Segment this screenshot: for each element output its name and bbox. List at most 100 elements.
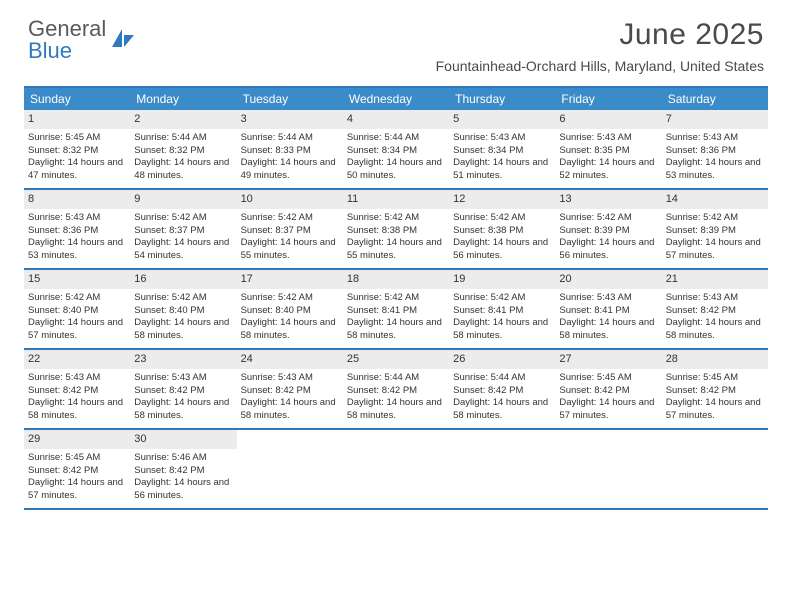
sunset-line: Sunset: 8:42 PM <box>666 305 764 318</box>
sunset-line: Sunset: 8:36 PM <box>28 225 126 238</box>
day-number: 13 <box>555 190 661 209</box>
sunset-line: Sunset: 8:32 PM <box>134 145 232 158</box>
day-number: 22 <box>24 350 130 369</box>
day-cell: 18Sunrise: 5:42 AMSunset: 8:41 PMDayligh… <box>343 270 449 348</box>
sunrise-line: Sunrise: 5:42 AM <box>347 212 445 225</box>
sunrise-line: Sunrise: 5:42 AM <box>241 292 339 305</box>
day-body: Sunrise: 5:43 AMSunset: 8:41 PMDaylight:… <box>555 289 661 347</box>
day-cell: 7Sunrise: 5:43 AMSunset: 8:36 PMDaylight… <box>662 110 768 188</box>
day-cell: 20Sunrise: 5:43 AMSunset: 8:41 PMDayligh… <box>555 270 661 348</box>
sunrise-line: Sunrise: 5:42 AM <box>134 292 232 305</box>
day-cell: 28Sunrise: 5:45 AMSunset: 8:42 PMDayligh… <box>662 350 768 428</box>
day-header: Saturday <box>662 88 768 110</box>
sunset-line: Sunset: 8:40 PM <box>134 305 232 318</box>
day-body: Sunrise: 5:42 AMSunset: 8:37 PMDaylight:… <box>237 209 343 267</box>
day-body: Sunrise: 5:42 AMSunset: 8:39 PMDaylight:… <box>662 209 768 267</box>
sunset-line: Sunset: 8:38 PM <box>347 225 445 238</box>
day-number: 2 <box>130 110 236 129</box>
day-number: 26 <box>449 350 555 369</box>
day-cell: 19Sunrise: 5:42 AMSunset: 8:41 PMDayligh… <box>449 270 555 348</box>
daylight-line: Daylight: 14 hours and 49 minutes. <box>241 157 339 183</box>
day-cell <box>343 430 449 508</box>
day-body: Sunrise: 5:46 AMSunset: 8:42 PMDaylight:… <box>130 449 236 507</box>
daylight-line: Daylight: 14 hours and 53 minutes. <box>28 237 126 263</box>
sunrise-line: Sunrise: 5:43 AM <box>666 132 764 145</box>
sunrise-line: Sunrise: 5:43 AM <box>666 292 764 305</box>
day-body: Sunrise: 5:43 AMSunset: 8:36 PMDaylight:… <box>662 129 768 187</box>
sunset-line: Sunset: 8:41 PM <box>347 305 445 318</box>
day-cell: 6Sunrise: 5:43 AMSunset: 8:35 PMDaylight… <box>555 110 661 188</box>
day-number: 12 <box>449 190 555 209</box>
day-number: 16 <box>130 270 236 289</box>
sunrise-line: Sunrise: 5:42 AM <box>453 292 551 305</box>
daylight-line: Daylight: 14 hours and 58 minutes. <box>559 317 657 343</box>
day-number: 1 <box>24 110 130 129</box>
day-number: 14 <box>662 190 768 209</box>
day-cell: 25Sunrise: 5:44 AMSunset: 8:42 PMDayligh… <box>343 350 449 428</box>
daylight-line: Daylight: 14 hours and 56 minutes. <box>134 477 232 503</box>
day-body: Sunrise: 5:45 AMSunset: 8:42 PMDaylight:… <box>24 449 130 507</box>
day-header: Wednesday <box>343 88 449 110</box>
sunrise-line: Sunrise: 5:44 AM <box>347 372 445 385</box>
day-body: Sunrise: 5:44 AMSunset: 8:32 PMDaylight:… <box>130 129 236 187</box>
sunrise-line: Sunrise: 5:43 AM <box>559 292 657 305</box>
day-number: 30 <box>130 430 236 449</box>
day-body: Sunrise: 5:42 AMSunset: 8:41 PMDaylight:… <box>343 289 449 347</box>
daylight-line: Daylight: 14 hours and 57 minutes. <box>666 237 764 263</box>
day-cell: 21Sunrise: 5:43 AMSunset: 8:42 PMDayligh… <box>662 270 768 348</box>
daylight-line: Daylight: 14 hours and 47 minutes. <box>28 157 126 183</box>
daylight-line: Daylight: 14 hours and 58 minutes. <box>347 397 445 423</box>
sunrise-line: Sunrise: 5:43 AM <box>28 372 126 385</box>
daylight-line: Daylight: 14 hours and 58 minutes. <box>453 397 551 423</box>
day-number: 29 <box>24 430 130 449</box>
day-number: 25 <box>343 350 449 369</box>
title-block: June 2025 Fountainhead-Orchard Hills, Ma… <box>436 18 764 74</box>
sunset-line: Sunset: 8:34 PM <box>453 145 551 158</box>
week-row: 22Sunrise: 5:43 AMSunset: 8:42 PMDayligh… <box>24 350 768 430</box>
day-body: Sunrise: 5:44 AMSunset: 8:33 PMDaylight:… <box>237 129 343 187</box>
sunset-line: Sunset: 8:38 PM <box>453 225 551 238</box>
day-number: 5 <box>449 110 555 129</box>
day-number: 23 <box>130 350 236 369</box>
daylight-line: Daylight: 14 hours and 51 minutes. <box>453 157 551 183</box>
day-cell: 8Sunrise: 5:43 AMSunset: 8:36 PMDaylight… <box>24 190 130 268</box>
sunrise-line: Sunrise: 5:44 AM <box>134 132 232 145</box>
day-cell: 17Sunrise: 5:42 AMSunset: 8:40 PMDayligh… <box>237 270 343 348</box>
sunset-line: Sunset: 8:42 PM <box>453 385 551 398</box>
sunrise-line: Sunrise: 5:42 AM <box>453 212 551 225</box>
day-cell <box>662 430 768 508</box>
day-cell: 4Sunrise: 5:44 AMSunset: 8:34 PMDaylight… <box>343 110 449 188</box>
daylight-line: Daylight: 14 hours and 58 minutes. <box>134 397 232 423</box>
daylight-line: Daylight: 14 hours and 57 minutes. <box>666 397 764 423</box>
day-cell: 5Sunrise: 5:43 AMSunset: 8:34 PMDaylight… <box>449 110 555 188</box>
day-cell: 29Sunrise: 5:45 AMSunset: 8:42 PMDayligh… <box>24 430 130 508</box>
day-body: Sunrise: 5:45 AMSunset: 8:42 PMDaylight:… <box>662 369 768 427</box>
day-body: Sunrise: 5:43 AMSunset: 8:36 PMDaylight:… <box>24 209 130 267</box>
sunrise-line: Sunrise: 5:45 AM <box>559 372 657 385</box>
daylight-line: Daylight: 14 hours and 58 minutes. <box>666 317 764 343</box>
daylight-line: Daylight: 14 hours and 48 minutes. <box>134 157 232 183</box>
day-cell <box>237 430 343 508</box>
sunset-line: Sunset: 8:40 PM <box>28 305 126 318</box>
day-body: Sunrise: 5:42 AMSunset: 8:41 PMDaylight:… <box>449 289 555 347</box>
day-cell <box>555 430 661 508</box>
day-body: Sunrise: 5:45 AMSunset: 8:32 PMDaylight:… <box>24 129 130 187</box>
day-cell: 10Sunrise: 5:42 AMSunset: 8:37 PMDayligh… <box>237 190 343 268</box>
daylight-line: Daylight: 14 hours and 55 minutes. <box>347 237 445 263</box>
day-body: Sunrise: 5:45 AMSunset: 8:42 PMDaylight:… <box>555 369 661 427</box>
location-text: Fountainhead-Orchard Hills, Maryland, Un… <box>436 58 764 74</box>
sunrise-line: Sunrise: 5:43 AM <box>559 132 657 145</box>
day-cell: 1Sunrise: 5:45 AMSunset: 8:32 PMDaylight… <box>24 110 130 188</box>
day-cell: 13Sunrise: 5:42 AMSunset: 8:39 PMDayligh… <box>555 190 661 268</box>
day-header: Thursday <box>449 88 555 110</box>
sunrise-line: Sunrise: 5:42 AM <box>347 292 445 305</box>
sunrise-line: Sunrise: 5:44 AM <box>453 372 551 385</box>
sunset-line: Sunset: 8:37 PM <box>134 225 232 238</box>
day-number: 19 <box>449 270 555 289</box>
day-header: Monday <box>130 88 236 110</box>
sunset-line: Sunset: 8:36 PM <box>666 145 764 158</box>
daylight-line: Daylight: 14 hours and 58 minutes. <box>241 397 339 423</box>
logo: General Blue <box>28 18 136 62</box>
day-body: Sunrise: 5:43 AMSunset: 8:34 PMDaylight:… <box>449 129 555 187</box>
calendar: SundayMondayTuesdayWednesdayThursdayFrid… <box>24 86 768 510</box>
